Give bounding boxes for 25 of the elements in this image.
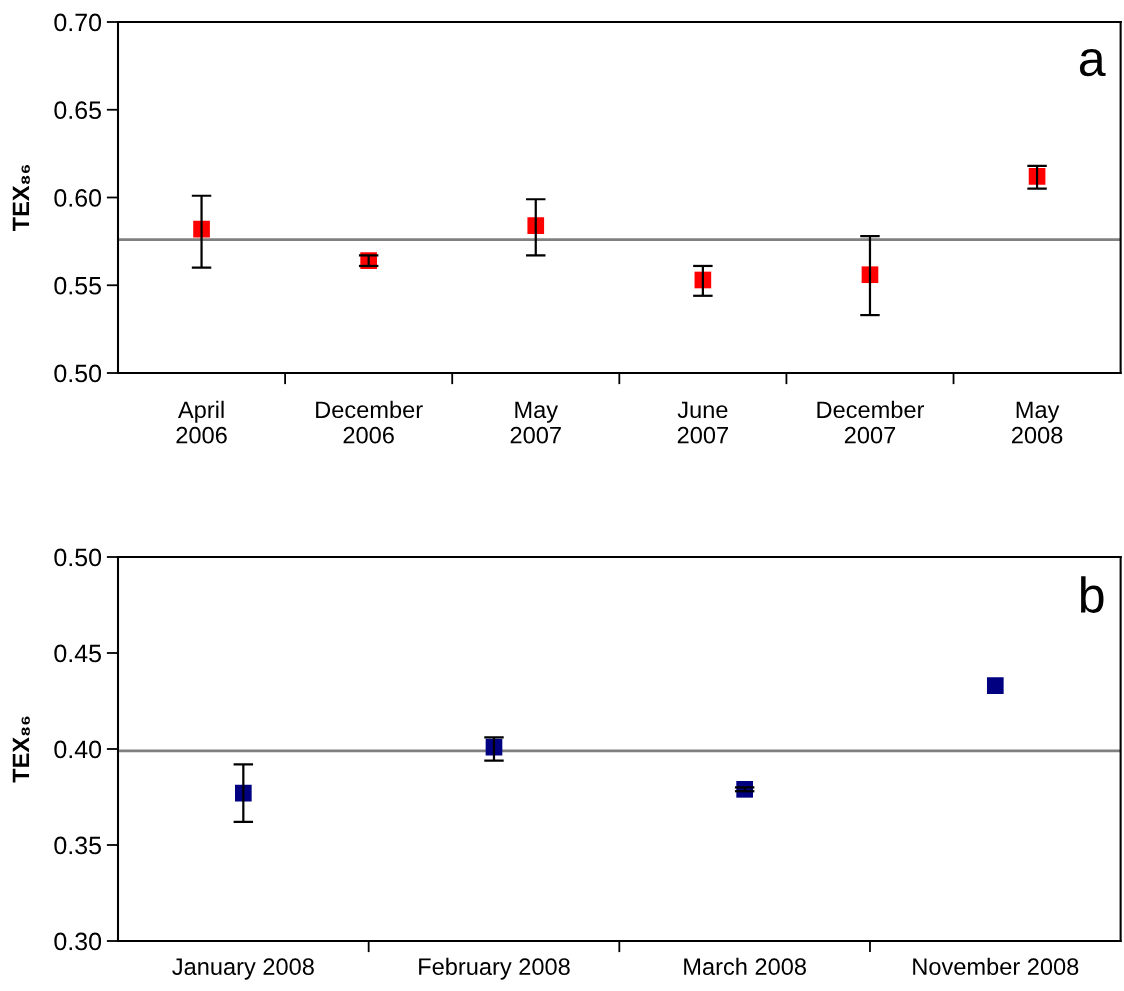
x-tick-label: February 2008 [419,957,570,980]
x-tick-label: June 2007 [677,401,728,444]
y-tick-label: 0.30 [54,932,102,951]
x-tick-label: January 2008 [172,958,314,980]
y-tick-label: 0.50 [54,548,102,567]
y-axis-title: TEX₈₆ [12,716,30,783]
point [986,677,1004,694]
x-tick-label: May 2008 [1012,401,1063,444]
y-tick-label: 0.45 [54,644,101,663]
annotation: b [1081,576,1104,613]
y-tick-label: 0.50 [54,364,102,383]
y-tick-label: 0.70 [54,13,102,32]
y-tick-label: 0.65 [54,101,101,120]
x-tick-label: April 2006 [176,400,227,444]
x-tick-label: May 2007 [510,401,561,444]
y-tick-label: 0.55 [54,276,101,295]
x-tick-label: November 2008 [913,957,1079,976]
y-tick-label: 0.60 [54,189,102,207]
y-axis-title: TEX₈₆ [12,165,30,232]
x-tick-label: December 2007 [817,400,925,444]
y-tick-label: 0.35 [54,836,101,855]
x-tick-label: December 2006 [316,400,423,444]
x-tick-label: March 2008 [684,957,806,976]
annotation: a [1079,48,1106,77]
y-tick-label: 0.40 [54,740,102,759]
